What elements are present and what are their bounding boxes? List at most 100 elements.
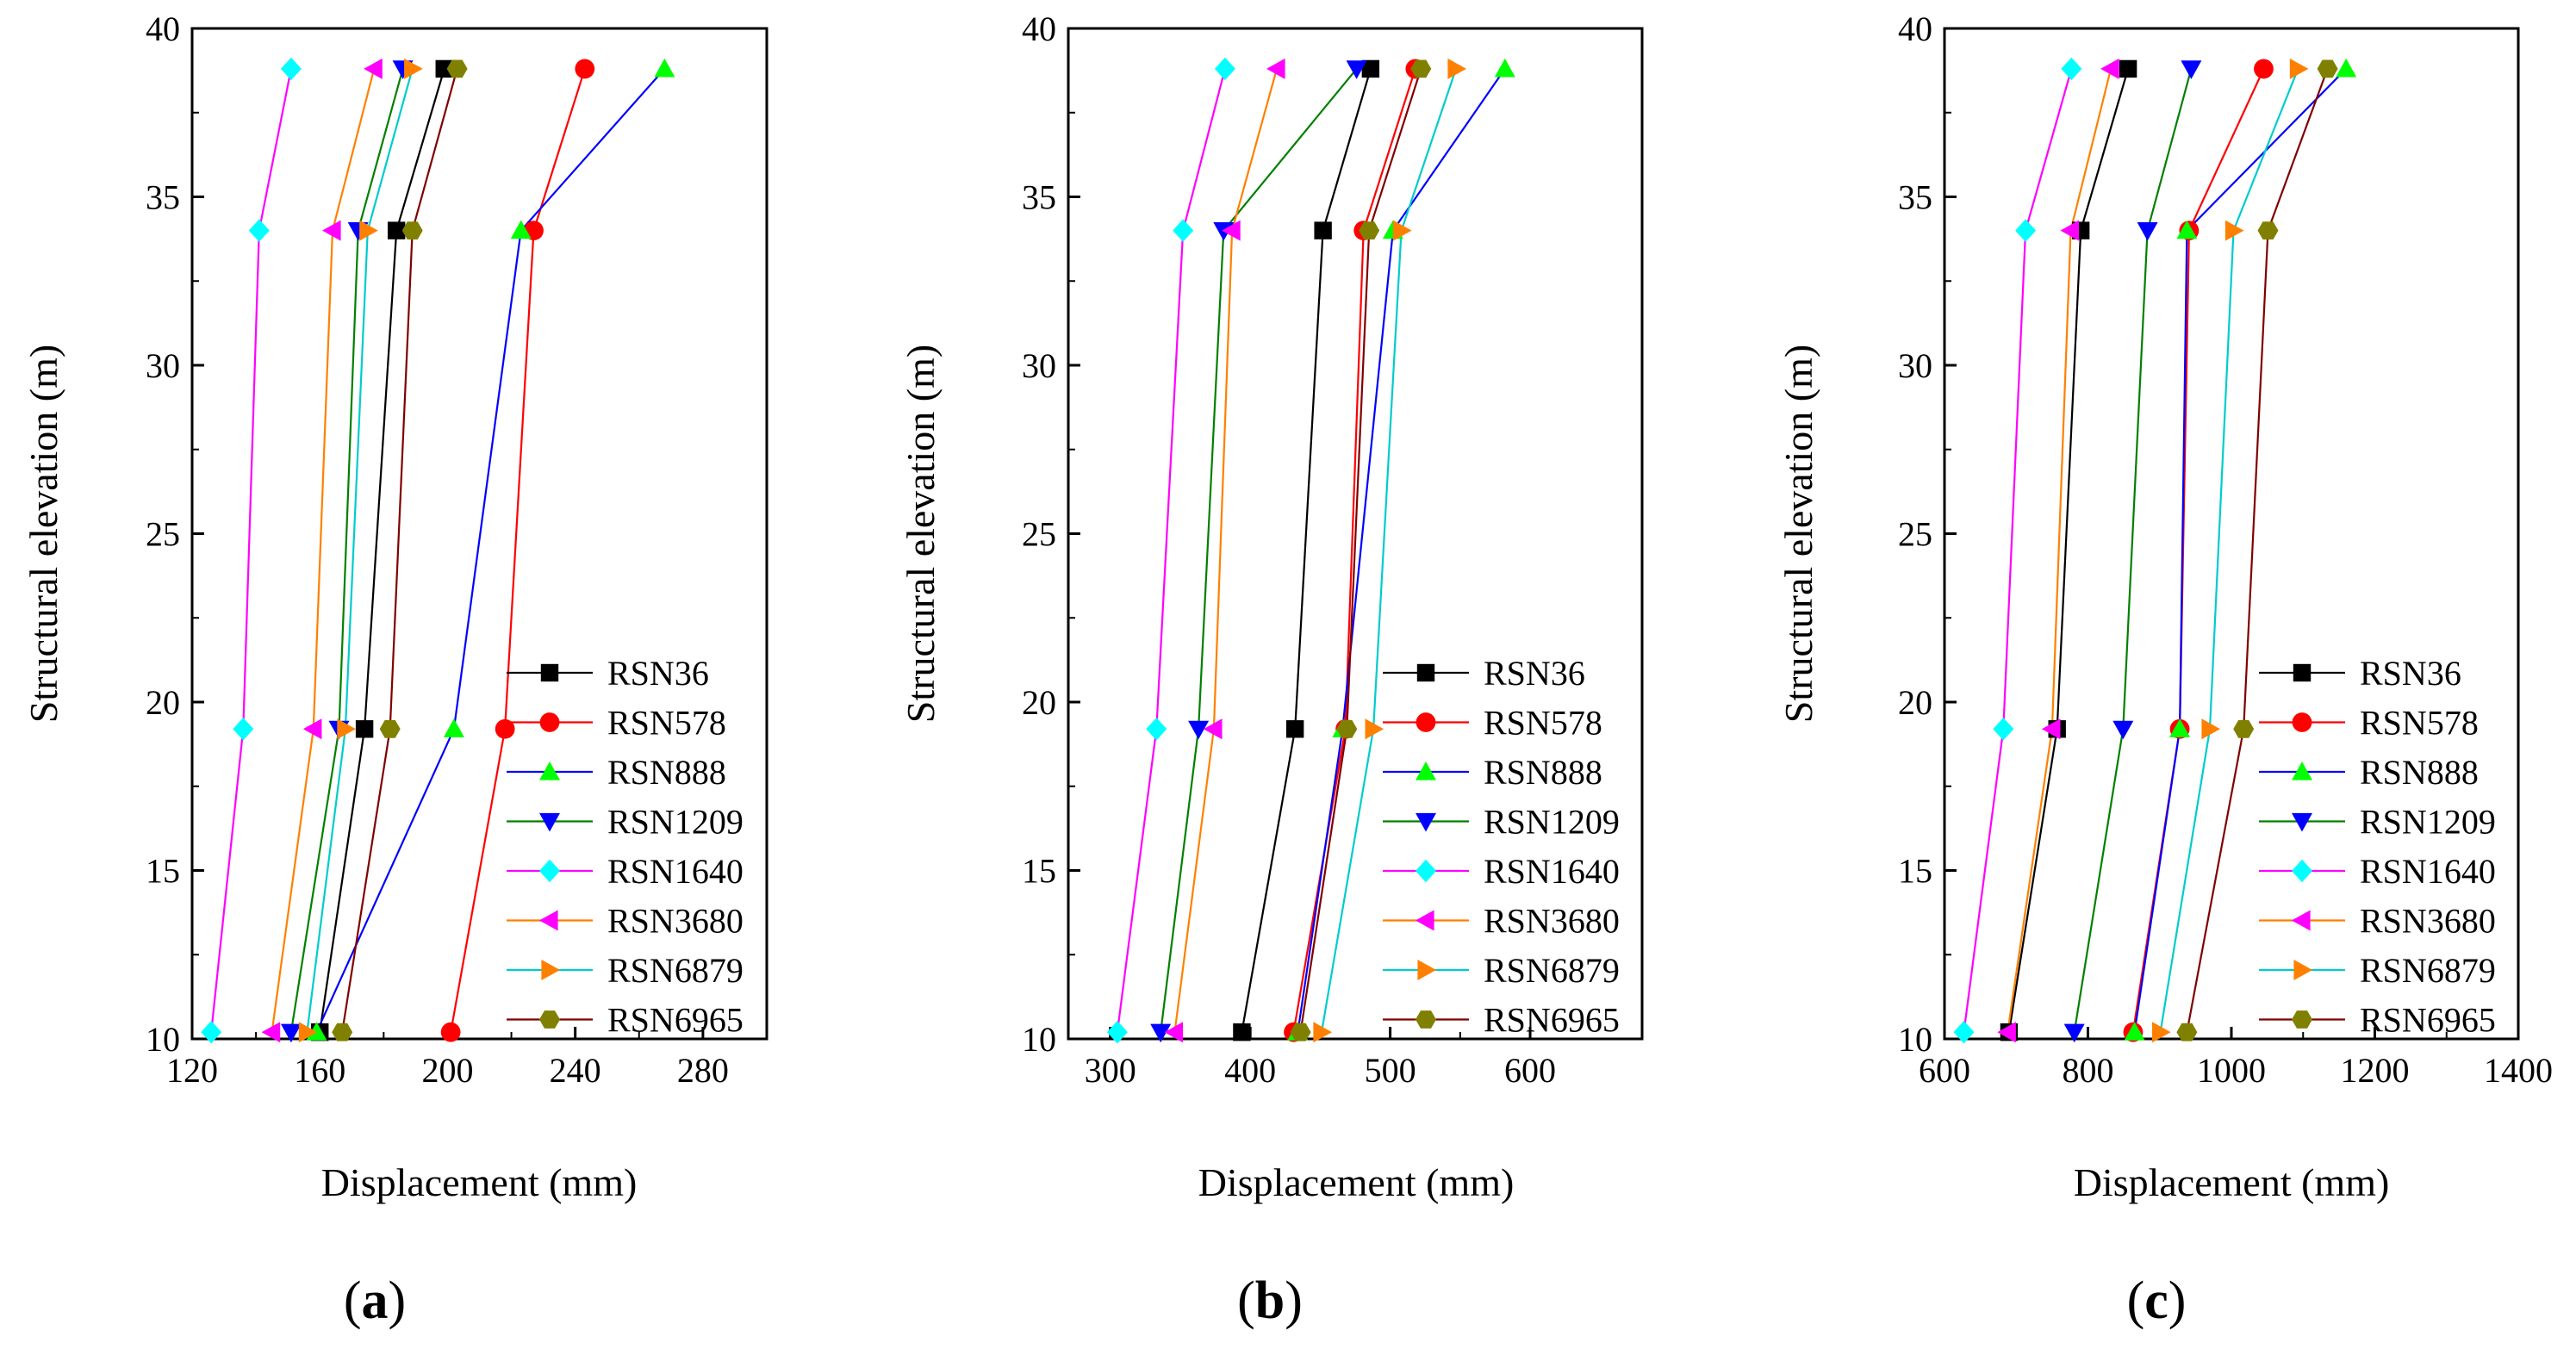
legend-marker	[1416, 663, 1435, 682]
data-point-rsn6879	[337, 718, 356, 740]
series-line-rsn888	[315, 68, 666, 1033]
data-point-rsn1640	[2015, 219, 2037, 242]
y-tick-label: 30	[1022, 346, 1056, 385]
data-point-rsn6965	[1359, 221, 1380, 239]
legend-marker	[1416, 712, 1436, 732]
y-tick-label: 25	[1898, 515, 1932, 554]
data-point-rsn3680	[261, 1022, 281, 1043]
data-point-rsn3680	[1164, 1022, 1184, 1043]
legend-marker	[1416, 859, 1436, 883]
x-axis-title: Displacement (mm)	[321, 1160, 638, 1204]
y-tick-label: 40	[1898, 9, 1932, 48]
y-tick-label: 35	[1022, 178, 1056, 217]
data-point-rsn578	[2254, 59, 2274, 79]
data-point-rsn6879	[2201, 718, 2220, 740]
legend-label: RSN1640	[2360, 852, 2496, 891]
data-point-rsn6879	[1447, 58, 1466, 79]
data-point-rsn3680	[302, 718, 322, 740]
data-point-rsn888	[1494, 58, 1515, 78]
data-point-rsn888	[510, 220, 532, 239]
data-point-rsn888	[2336, 58, 2357, 78]
y-tick-label: 25	[1022, 515, 1056, 554]
legend-marker	[2292, 812, 2312, 832]
y-tick-label: 35	[1898, 178, 1932, 217]
data-point-rsn1640	[2061, 57, 2082, 81]
data-point-rsn6965	[332, 1023, 353, 1041]
legend-marker	[539, 1010, 560, 1029]
legend-label: RSN888	[607, 753, 726, 792]
legend-label: RSN6879	[1484, 951, 1620, 990]
legend-label: RSN3680	[1484, 902, 1620, 941]
data-point-rsn6879	[2152, 1022, 2171, 1043]
x-axis-title: Displacement (mm)	[1198, 1160, 1515, 1204]
data-point-rsn1640	[1106, 1021, 1128, 1044]
legend-label: RSN6879	[607, 951, 744, 990]
legend-marker	[539, 762, 560, 780]
data-point-rsn3680	[1997, 1022, 2016, 1043]
legend-label: RSN888	[1484, 753, 1602, 792]
x-tick-label: 500	[1365, 1051, 1416, 1090]
chart-panel-1: 120 160 200 240 280 10 15 20 25 30 35 40 Displacemen…	[22, 9, 768, 1330]
x-tick-label: 160	[294, 1051, 345, 1090]
legend-label: RSN578	[1484, 704, 1602, 743]
legend-marker	[2292, 712, 2312, 732]
data-point-rsn3680	[1222, 220, 1241, 241]
data-point-rsn3680	[2041, 718, 2061, 740]
series-line-rsn1209	[2073, 68, 2193, 1033]
data-point-rsn1640	[201, 1021, 222, 1044]
legend-label: RSN36	[607, 654, 709, 693]
panel-label-close: )	[2168, 1271, 2187, 1330]
data-point-rsn6965	[446, 59, 468, 78]
x-tick-label: 200	[421, 1051, 473, 1090]
series-line-rsn6965	[1299, 68, 1422, 1033]
series-line-rsn578	[450, 68, 586, 1033]
chart-panel-2: 300 400 500 600 10 15 20 25 30 35 40 Displacement (…	[899, 9, 1644, 1330]
series-line-rsn6965	[341, 68, 458, 1033]
data-point-rsn3680	[1203, 718, 1223, 740]
data-point-rsn6879	[359, 220, 378, 241]
y-tick-label: 15	[1022, 852, 1056, 891]
y-axis-title: Structural elevation (m)	[22, 345, 65, 723]
data-point-rsn36	[1314, 221, 1332, 239]
series-line-rsn1640	[1963, 68, 2073, 1033]
data-point-rsn6965	[2176, 1023, 2198, 1041]
legend-marker	[541, 960, 560, 980]
y-tick-label: 40	[146, 9, 180, 48]
data-point-rsn36	[387, 221, 406, 239]
data-point-rsn3680	[1266, 58, 1285, 79]
legend-label: RSN6879	[2360, 951, 2496, 990]
panel-label: (a)	[344, 1271, 406, 1330]
x-tick-label: 1200	[2341, 1051, 2410, 1090]
series-line-rsn1209	[1160, 68, 1358, 1033]
data-point-rsn1209	[1188, 720, 1210, 740]
data-point-rsn3680	[2100, 58, 2119, 79]
x-tick-label: 300	[1085, 1051, 1136, 1090]
data-point-rsn1209	[1150, 1023, 1172, 1043]
panel-label-letter: b	[1255, 1271, 1285, 1330]
data-point-rsn6965	[401, 221, 423, 239]
legend-marker	[2292, 859, 2312, 883]
y-tick-label: 10	[146, 1020, 180, 1059]
series-line-rsn3680	[2007, 68, 2112, 1033]
legend-marker	[2292, 910, 2311, 931]
data-point-rsn6879	[1313, 1022, 1332, 1043]
panel-label-open: (	[1237, 1271, 1255, 1330]
x-tick-label: 120	[166, 1051, 218, 1090]
chart-panel-3: 600 800 1000 1200 1400 10 15 20 25 30 35 40 Displace…	[1776, 9, 2553, 1330]
data-point-rsn6965	[2317, 59, 2338, 78]
data-point-rsn3680	[2060, 220, 2080, 241]
data-point-rsn6879	[2289, 58, 2309, 79]
legend-marker	[539, 812, 560, 832]
legend-marker	[1416, 1010, 1436, 1029]
y-tick-label: 15	[146, 852, 180, 891]
legend-label: RSN3680	[607, 902, 744, 941]
x-tick-label: 400	[1224, 1051, 1276, 1090]
legend-marker	[2293, 663, 2312, 682]
legend-marker	[539, 859, 560, 883]
legend-marker	[539, 910, 558, 931]
series-line-rsn888	[1297, 68, 1506, 1033]
data-point-rsn6879	[1365, 718, 1384, 740]
series-line-rsn3680	[1173, 68, 1279, 1033]
data-point-rsn6965	[2233, 719, 2255, 738]
data-point-rsn3680	[364, 58, 383, 79]
